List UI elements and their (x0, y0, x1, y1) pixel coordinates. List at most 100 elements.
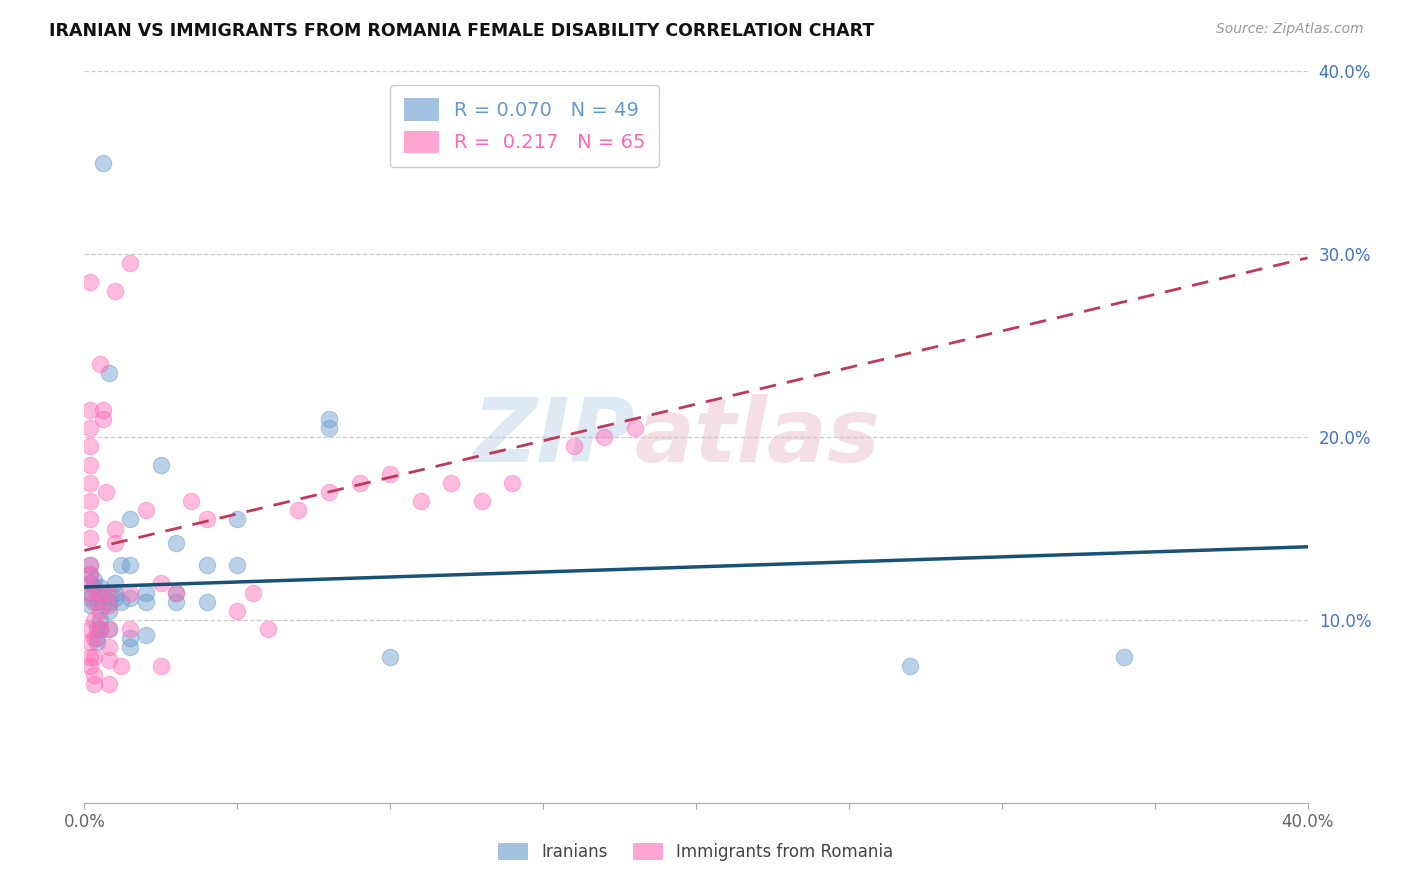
Point (79, 275, 101, 289)
Point (79, 658, 101, 673)
Point (135, 585, 157, 599)
Point (91, 412, 114, 426)
Point (318, 485, 340, 500)
Point (471, 494, 494, 508)
Point (195, 512, 218, 526)
Point (79, 458, 101, 472)
Point (226, 512, 249, 526)
Point (79, 531, 101, 545)
Point (120, 558, 142, 573)
Point (1114, 649, 1136, 664)
Point (110, 658, 132, 673)
Point (226, 558, 249, 573)
Point (79, 421, 101, 435)
Point (94, 485, 117, 500)
Point (502, 475, 524, 490)
Point (79, 558, 101, 573)
Point (110, 594, 132, 608)
Point (83, 649, 105, 664)
Point (79, 439, 101, 453)
Point (380, 467, 402, 481)
Point (593, 430, 616, 444)
Point (79, 585, 101, 599)
Point (104, 576, 127, 591)
Legend: Iranians, Immigrants from Romania: Iranians, Immigrants from Romania (492, 836, 900, 868)
Point (287, 503, 309, 517)
Point (86, 594, 108, 608)
Point (83, 580, 105, 594)
Point (180, 494, 202, 508)
Point (165, 585, 187, 599)
Point (89, 613, 111, 627)
Point (86, 622, 108, 636)
Point (79, 649, 101, 664)
Point (79, 475, 101, 490)
Point (97, 677, 120, 691)
Point (97, 640, 120, 655)
Point (89, 580, 111, 594)
Point (83, 667, 105, 681)
Point (79, 599, 101, 613)
Point (89, 622, 111, 636)
Point (91, 156, 114, 170)
Point (120, 591, 142, 605)
Point (83, 613, 105, 627)
Point (149, 576, 172, 591)
Point (242, 585, 264, 599)
Point (120, 622, 142, 636)
Point (79, 585, 101, 599)
Point (120, 640, 142, 655)
Point (79, 567, 101, 582)
Point (104, 284, 127, 298)
Point (226, 604, 249, 618)
Point (97, 622, 120, 636)
Point (195, 594, 218, 608)
Point (165, 594, 187, 608)
Point (89, 622, 111, 636)
Point (318, 421, 340, 435)
Point (79, 576, 101, 591)
Point (97, 622, 120, 636)
Point (97, 594, 120, 608)
Point (97, 366, 120, 380)
Point (89, 357, 111, 371)
Point (79, 512, 101, 526)
Point (120, 585, 142, 599)
Point (83, 677, 105, 691)
Point (91, 599, 114, 613)
Point (86, 635, 108, 649)
Point (89, 591, 111, 605)
Point (104, 521, 127, 535)
Point (195, 558, 218, 573)
Point (165, 536, 187, 550)
Text: atlas: atlas (636, 393, 880, 481)
Point (135, 627, 157, 641)
Point (165, 585, 187, 599)
Point (898, 658, 921, 673)
Point (440, 475, 463, 490)
Point (79, 567, 101, 582)
Text: Source: ZipAtlas.com: Source: ZipAtlas.com (1216, 22, 1364, 37)
Point (97, 585, 120, 599)
Point (135, 503, 157, 517)
Point (79, 591, 101, 605)
Point (110, 558, 132, 573)
Point (149, 658, 172, 673)
Point (91, 402, 114, 417)
Text: IRANIAN VS IMMIGRANTS FROM ROMANIA FEMALE DISABILITY CORRELATION CHART: IRANIAN VS IMMIGRANTS FROM ROMANIA FEMAL… (49, 22, 875, 40)
Point (120, 632, 142, 646)
Point (349, 475, 371, 490)
Point (79, 494, 101, 508)
Point (318, 412, 340, 426)
Point (86, 632, 108, 646)
Point (91, 585, 114, 599)
Point (624, 421, 647, 435)
Point (104, 536, 127, 550)
Point (104, 585, 127, 599)
Point (79, 576, 101, 591)
Point (97, 604, 120, 618)
Point (83, 632, 105, 646)
Point (257, 622, 280, 636)
Point (104, 591, 127, 605)
Point (83, 573, 105, 587)
